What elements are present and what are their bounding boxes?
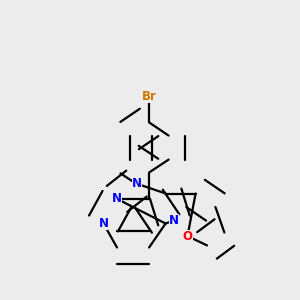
- Text: Br: Br: [142, 90, 157, 103]
- Text: O: O: [182, 230, 193, 243]
- Text: N: N: [98, 217, 109, 230]
- Text: N: N: [169, 214, 179, 227]
- Text: N: N: [131, 177, 142, 190]
- Text: N: N: [112, 192, 122, 206]
